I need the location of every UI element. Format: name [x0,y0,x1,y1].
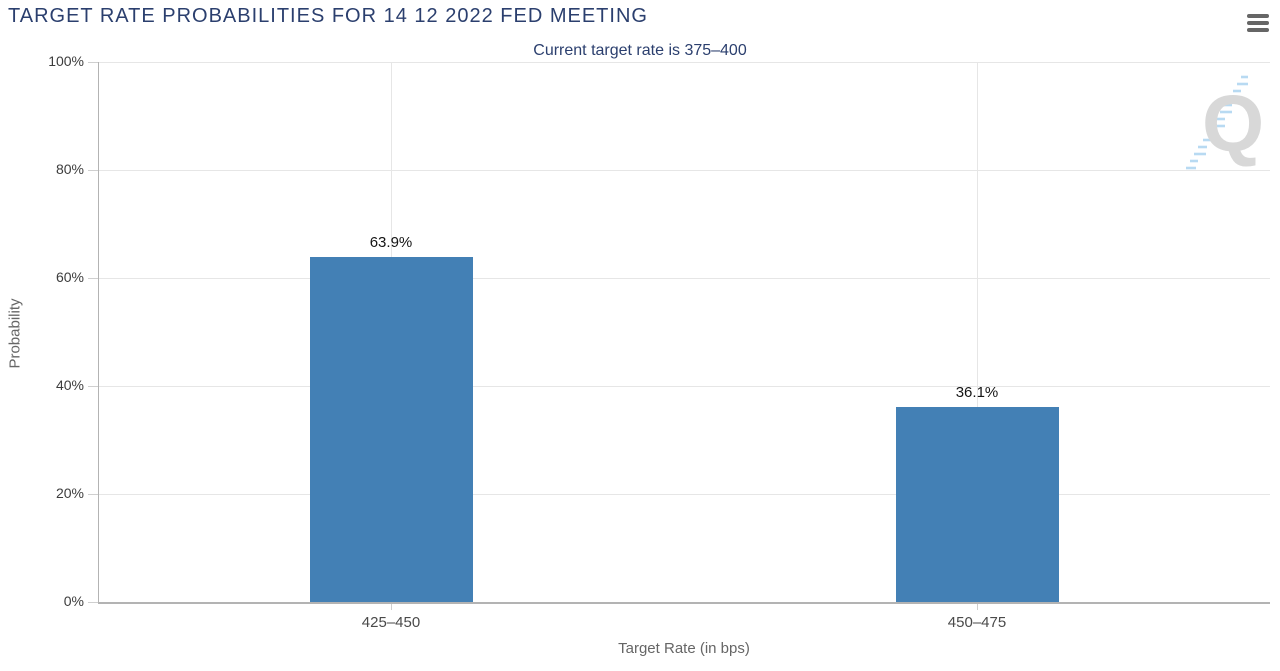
y-tick-label: 100% [48,53,84,69]
y-axis-tick [88,170,98,171]
bar-value-label: 63.9% [369,234,413,251]
y-tick-label: 0% [63,593,84,609]
y-gridline [98,278,1270,279]
chart-subtitle: Current target rate is 375–400 [533,42,747,59]
x-axis-tick [391,602,392,610]
y-axis-tick [88,602,98,603]
bar[interactable] [309,257,473,602]
y-axis-tick [88,494,98,495]
x-category-label: 425–450 [361,614,421,631]
y-axis-tick [88,386,98,387]
y-tick-label: 80% [55,161,84,177]
x-axis-tick [977,602,978,610]
chart-title: TARGET RATE PROBABILITIES FOR 14 12 2022… [8,5,648,27]
bar-value-label: 36.1% [955,384,999,401]
y-axis-line [98,62,99,602]
hamburger-icon [1247,21,1269,25]
hamburger-icon [1247,28,1269,32]
y-axis-tick [88,278,98,279]
y-gridline [98,170,1270,171]
bar[interactable] [895,407,1059,602]
x-gridline [977,62,978,602]
y-tick-label: 60% [55,269,84,285]
hamburger-icon [1247,14,1269,18]
hamburger-menu-button[interactable] [1247,14,1269,34]
y-gridline [98,386,1270,387]
x-axis-line [98,602,1270,604]
y-tick-label: 20% [55,485,84,501]
x-axis-title: Target Rate (in bps) [618,640,750,657]
x-category-label: 450–475 [947,614,1007,631]
y-gridline [98,62,1270,63]
y-tick-label: 40% [55,377,84,393]
y-gridline [98,494,1270,495]
y-axis-tick [88,62,98,63]
